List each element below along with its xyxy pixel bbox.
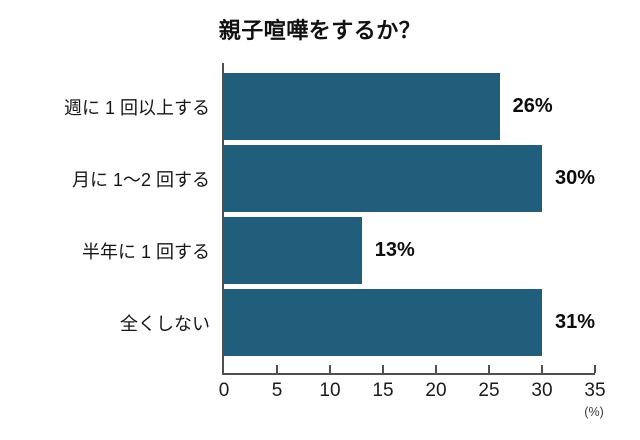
chart-title: 親子喧嘩をするか？ [218, 18, 422, 43]
x-tick [275, 365, 278, 373]
bar-row: 31% [224, 289, 595, 356]
bar-row: 30% [224, 145, 595, 212]
plot-area: 26% 30% 13% 31% 0 5 10 15 20 25 30 35 (%… [219, 63, 606, 419]
x-tick-label: 35 [584, 380, 606, 401]
category-label: 全くしない [120, 313, 210, 334]
bar-row: 26% [224, 73, 595, 140]
x-tick [541, 365, 543, 373]
value-label: 13% [374, 239, 415, 261]
bar-row: 13% [224, 217, 595, 284]
x-axis-unit-label: (%) [584, 405, 604, 419]
bar [224, 217, 362, 284]
value-label: 31% [554, 311, 595, 333]
bar [224, 73, 500, 140]
x-tick-label: 30 [531, 380, 553, 401]
x-tick-label: 25 [478, 380, 500, 401]
x-tick-label: 0 [218, 380, 230, 401]
x-tick-label: 15 [372, 380, 394, 401]
x-tick [488, 365, 490, 373]
category-label: 半年に 1 回する [81, 241, 210, 262]
x-tick [435, 365, 437, 373]
x-tick [594, 365, 596, 373]
value-label: 30% [554, 167, 595, 189]
x-tick [328, 365, 331, 373]
bar [224, 145, 542, 212]
category-label: 週に 1 回以上する [63, 97, 210, 118]
category-axis: 週に 1 回以上する 月に 1〜2 回する 半年に 1 回する 全くしない [0, 63, 210, 375]
bar [224, 289, 542, 356]
value-label: 26% [512, 95, 553, 117]
category-label: 月に 1〜2 回する [71, 169, 210, 190]
x-tick-label: 20 [425, 380, 447, 401]
x-tick-label: 5 [271, 380, 283, 401]
x-tick-label: 10 [319, 380, 341, 401]
x-tick [381, 365, 384, 373]
